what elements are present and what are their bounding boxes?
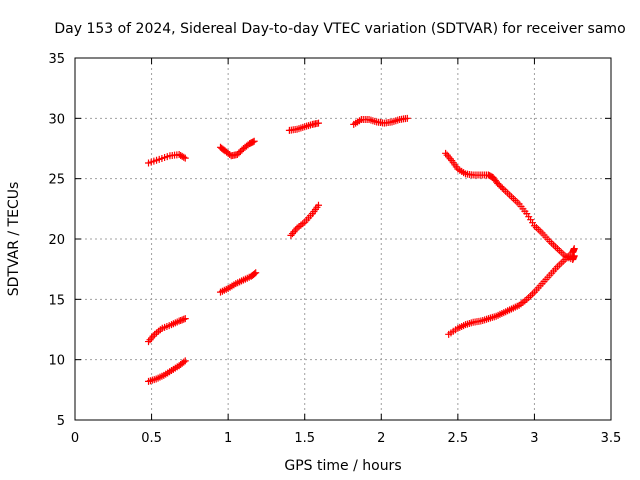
data-point [251, 270, 259, 278]
data-point [292, 226, 300, 234]
x-tick-label: 1 [224, 431, 232, 446]
data-point [181, 315, 189, 323]
data-point [252, 269, 260, 277]
y-tick-label: 30 [48, 112, 65, 127]
y-tick-label: 5 [57, 414, 65, 429]
x-tick-label: 2.5 [448, 431, 469, 446]
data-point [233, 151, 241, 159]
x-tick-label: 1.5 [294, 431, 315, 446]
plot-frame [74, 57, 612, 421]
x-axis-title: GPS time / hours [284, 458, 401, 474]
x-tick-label: 3.5 [601, 431, 622, 446]
data-point [494, 179, 502, 187]
y-axis-title: SDTVAR / TECUs [6, 182, 22, 297]
chart-title: Day 153 of 2024, Sidereal Day-to-day VTE… [54, 21, 625, 37]
x-tick-label: 0 [71, 431, 79, 446]
data-point [148, 334, 156, 342]
data-point [175, 317, 183, 325]
axis-ticks: 0 0.5 1 1.5 2 2.5 3 3.5 5 10 15 20 25 30 35 [48, 52, 621, 446]
data-point [290, 228, 298, 236]
data-point [288, 230, 296, 238]
data-point [146, 336, 154, 344]
data-point [226, 151, 234, 159]
data-points [145, 114, 578, 385]
data-point [497, 183, 505, 191]
data-point [495, 181, 503, 189]
y-tick-label: 10 [48, 354, 65, 369]
data-point [181, 154, 189, 162]
data-point [149, 332, 157, 340]
data-point [180, 153, 188, 161]
data-point [180, 315, 188, 323]
data-point [442, 149, 450, 157]
data-point [145, 338, 153, 346]
y-tick-label: 15 [48, 293, 65, 308]
x-tick-label: 3 [530, 431, 538, 446]
data-point [445, 153, 453, 161]
data-point [314, 119, 322, 127]
data-point [177, 316, 185, 324]
data-point [570, 245, 578, 253]
data-point [178, 152, 186, 160]
y-tick-label: 35 [48, 52, 65, 67]
data-point [443, 151, 451, 159]
data-point [178, 316, 186, 324]
data-point [249, 138, 257, 146]
grid-lines [75, 58, 611, 420]
data-point [181, 357, 189, 365]
x-tick-label: 0.5 [141, 431, 162, 446]
data-point [314, 201, 322, 209]
y-tick-label: 25 [48, 173, 65, 188]
data-point [498, 184, 506, 192]
y-tick-label: 20 [48, 233, 65, 248]
data-point [403, 114, 411, 122]
data-point [287, 231, 295, 239]
data-point [446, 155, 454, 163]
x-tick-label: 2 [377, 431, 385, 446]
data-point [180, 358, 188, 366]
data-point [250, 137, 258, 145]
data-point [235, 149, 243, 157]
data-point [236, 148, 244, 156]
